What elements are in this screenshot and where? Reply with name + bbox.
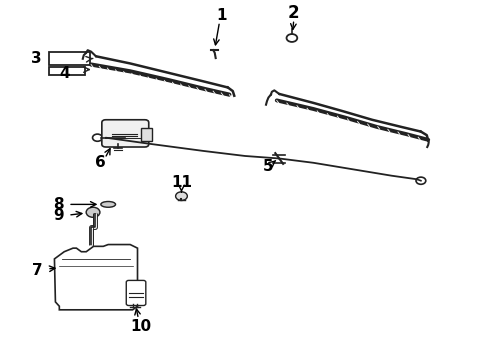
Polygon shape (54, 244, 138, 310)
Bar (141, 128, 152, 140)
Text: 2: 2 (288, 4, 300, 22)
Text: 9: 9 (53, 208, 64, 223)
Text: 4: 4 (59, 66, 70, 81)
Text: 10: 10 (130, 319, 151, 334)
Text: 7: 7 (32, 263, 43, 278)
Bar (49, 67, 85, 75)
Circle shape (175, 192, 187, 201)
Text: 3: 3 (30, 51, 41, 66)
Circle shape (86, 207, 100, 217)
Text: 8: 8 (53, 197, 64, 212)
Text: 11: 11 (171, 175, 192, 190)
Bar (49, 51, 90, 65)
Text: 5: 5 (263, 159, 274, 174)
Text: 6: 6 (96, 155, 106, 170)
Ellipse shape (101, 202, 116, 207)
FancyBboxPatch shape (102, 120, 149, 147)
Text: 1: 1 (216, 8, 227, 23)
FancyBboxPatch shape (126, 280, 146, 306)
